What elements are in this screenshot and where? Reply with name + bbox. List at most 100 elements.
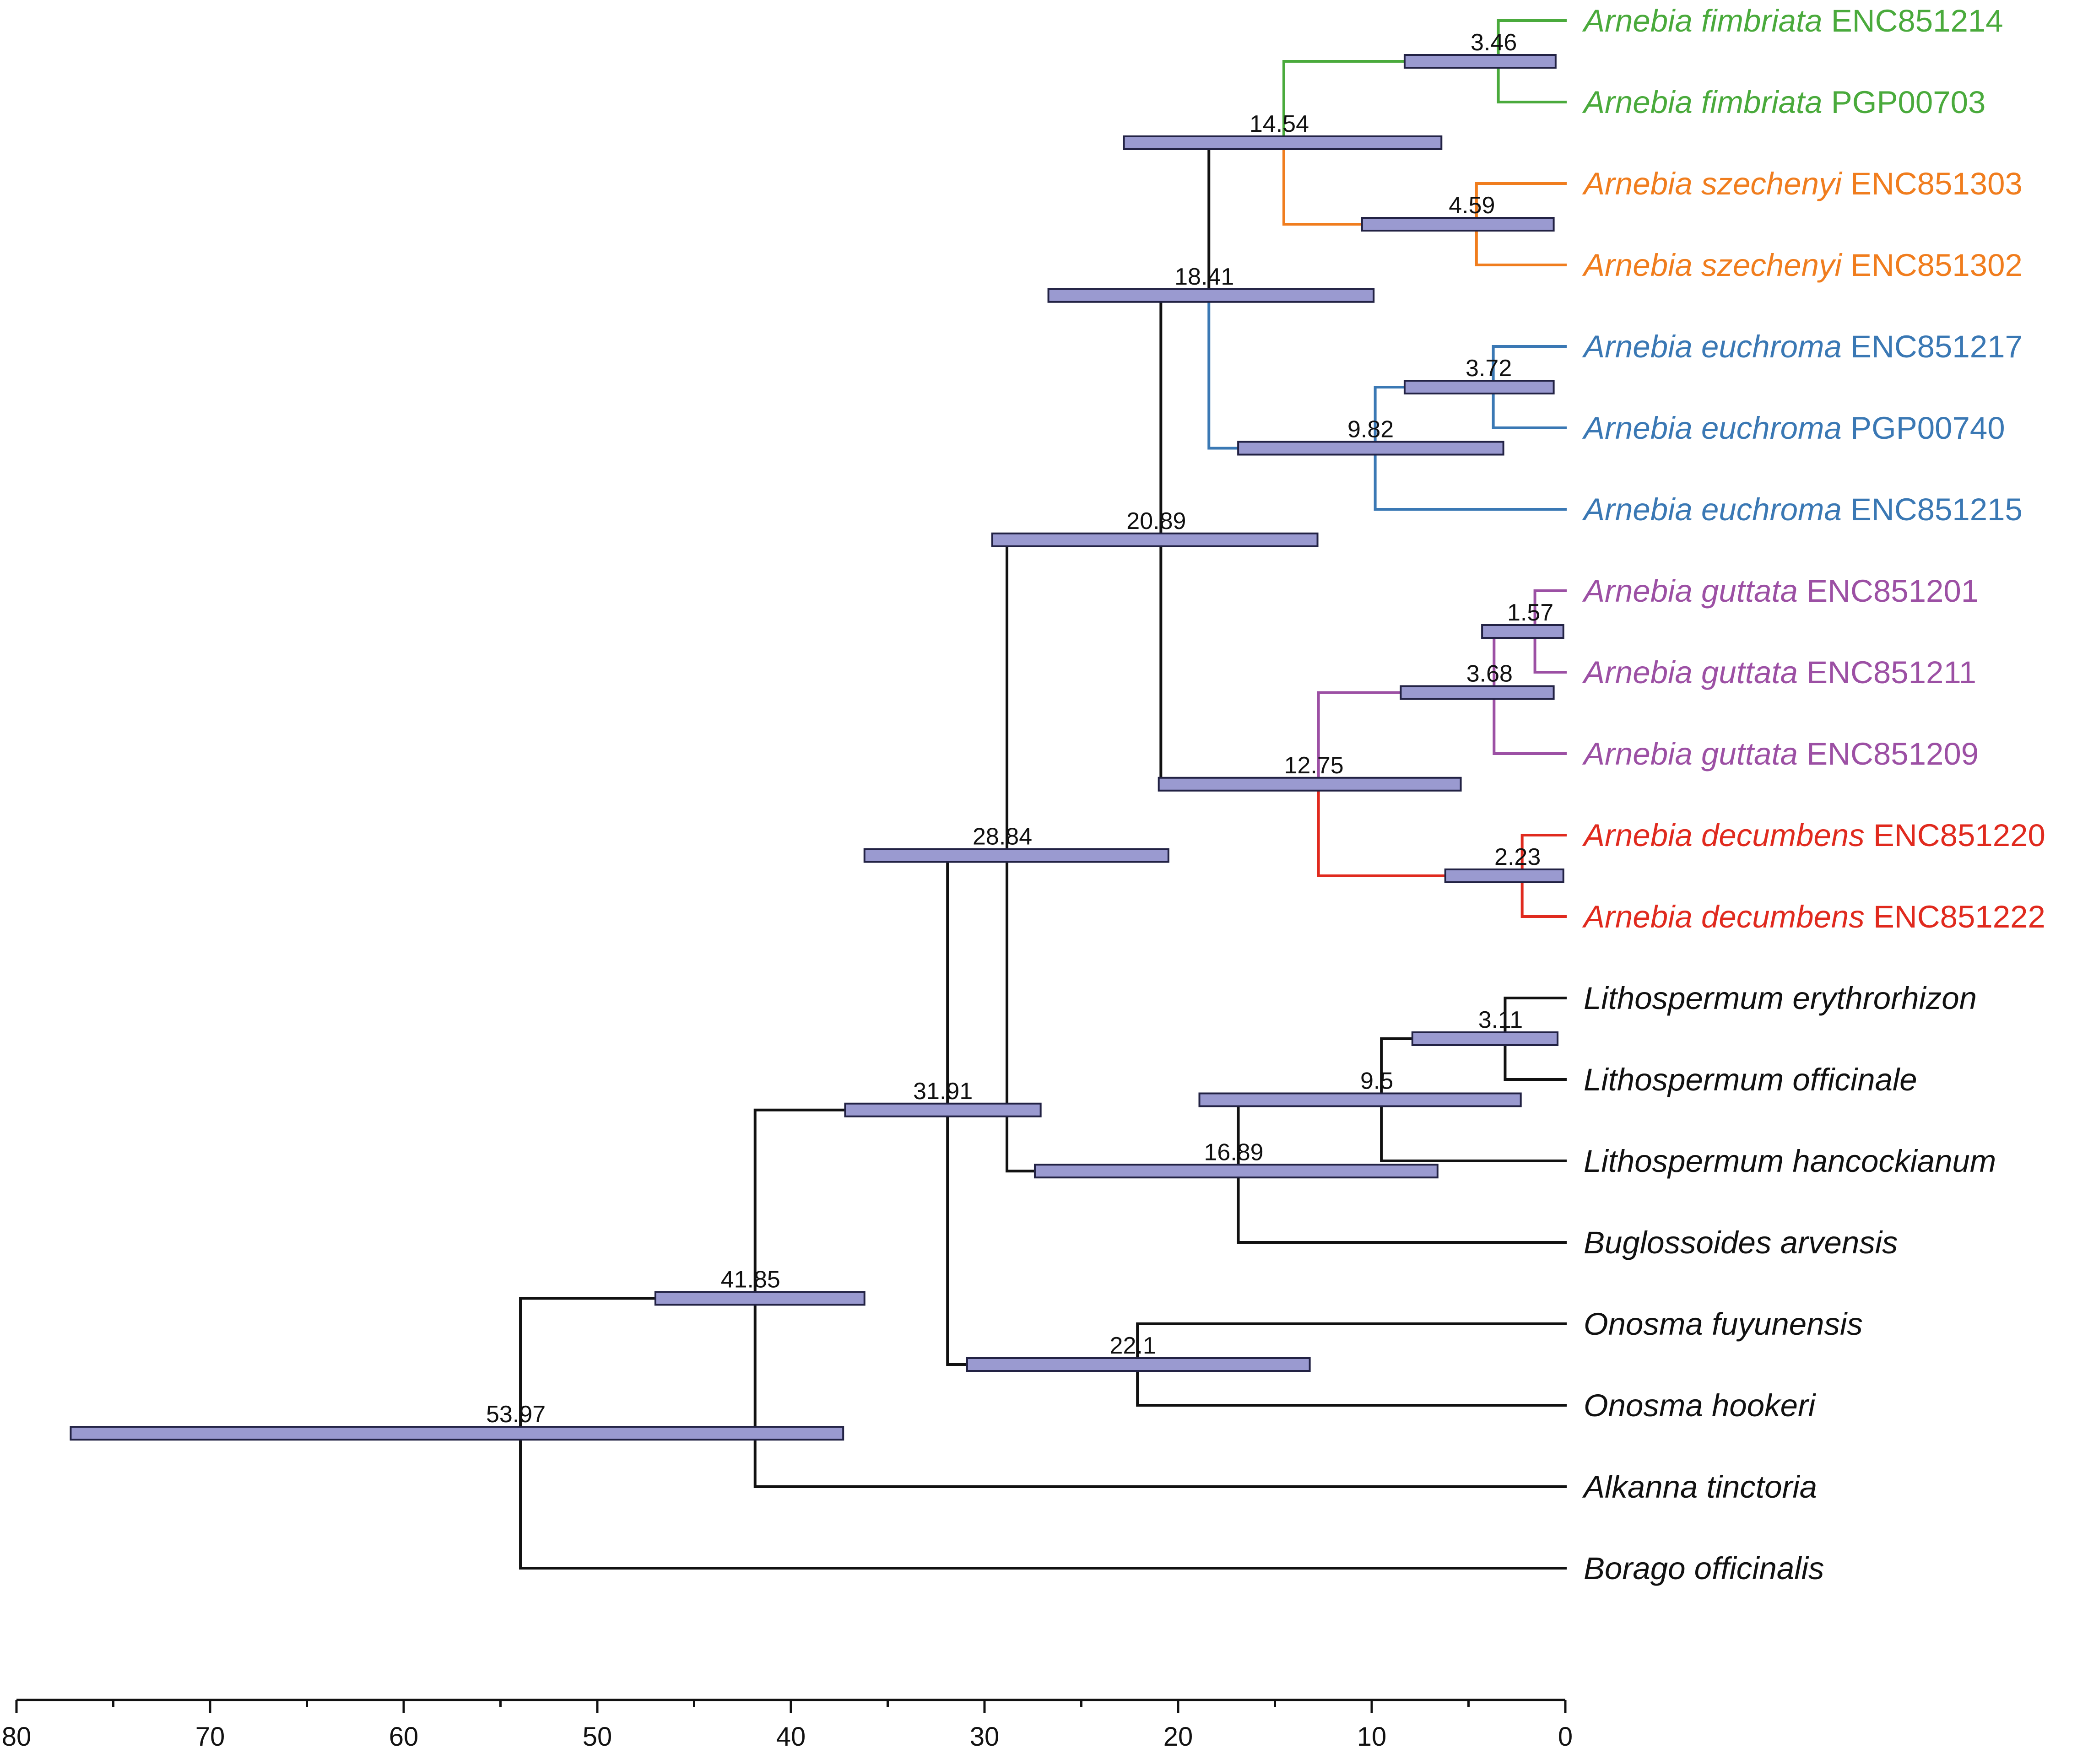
hpd-bar-n_root [70,1426,844,1441]
tip-code: ENC851209 [1798,736,1979,771]
hpd-bar-n3_11 [1411,1031,1559,1046]
tip-species: Arnebia decumbens [1582,818,1865,853]
tip-label-t5: Arnebia euchroma ENC851217 [1582,329,2023,364]
branch-t7 [1374,447,1567,511]
node-age-label-n14: 14.54 [1250,111,1309,137]
tip-code: ENC851302 [1842,248,2023,283]
tip-label-t16: Buglossoides arvensis [1584,1225,1898,1260]
tip-species: Arnebia fimbriata [1582,85,1823,120]
tip-species: Arnebia szechenyi [1582,166,1842,201]
node-age-label-n3_72: 3.72 [1466,355,1512,382]
tip-label-t7: Arnebia euchroma ENC851215 [1582,492,2023,527]
branch-t10 [1493,691,1567,755]
node-age-label-n3_11: 3.11 [1478,1007,1523,1033]
branch-n3_46 [1282,60,1500,144]
axis-tick-label: 30 [970,1722,1000,1752]
branch-t4 [1475,223,1567,266]
tip-label-t14: Lithospermum officinale [1584,1062,1917,1097]
hpd-bar-n20 [991,532,1319,547]
branch-t8 [1533,589,1567,633]
branch-t18 [1136,1363,1567,1407]
tip-species: Borago officinalis [1584,1551,1824,1586]
branch-n28 [946,854,1009,1111]
tip-species: Arnebia fimbriata [1582,3,1823,38]
tip-label-t10: Arnebia guttata ENC851209 [1582,736,1979,771]
time-axis: 80 70 60 50 40 30 20 10 0 [2,1699,1573,1752]
tip-species: Arnebia guttata [1582,736,1798,771]
branch-t15 [1380,1098,1567,1162]
hpd-bar-n22 [966,1357,1311,1372]
hpd-bar-n28 [863,848,1169,863]
tip-species: Buglossoides arvensis [1584,1225,1898,1260]
branch-n20 [1006,538,1163,857]
node-age-label-n28: 28.84 [973,824,1032,850]
tip-label-t20: Borago officinalis [1584,1551,1824,1586]
node-age-label-n9_5: 9.5 [1360,1068,1393,1095]
branch-t16 [1237,1170,1567,1244]
node-age-label-n3_46: 3.46 [1471,29,1517,56]
tip-species: Arnebia guttata [1582,573,1798,609]
hpd-bar-n9_5 [1198,1092,1522,1107]
axis-tick-label: 80 [2,1722,32,1752]
tip-code: ENC851222 [1865,899,2045,934]
tip-code: ENC851211 [1798,655,1976,690]
branch-n31 [753,1108,949,1300]
tip-label-t4: Arnebia szechenyi ENC851302 [1582,248,2023,283]
axis-tick-label: 70 [195,1722,225,1752]
hpd-bar-n1_57 [1481,624,1564,639]
node-age-label-n_root: 53.97 [486,1401,546,1428]
hpd-bar-n3_72 [1403,380,1555,394]
hpd-bar-n31 [844,1102,1042,1117]
tip-label-t18: Onosma hookeri [1584,1388,1816,1423]
branch-n4_59 [1282,141,1478,226]
tip-species: Lithospermum hancockianum [1584,1144,1996,1179]
tip-label-t2: Arnebia fimbriata PGP00703 [1582,85,1985,120]
hpd-bar-n41 [654,1291,865,1306]
branch-n22 [946,1108,1139,1366]
tip-label-t17: Onosma fuyunensis [1584,1306,1863,1342]
hpd-bar-n9 [1237,441,1504,456]
branch-n12 [1159,538,1320,786]
axis-tick-label: 0 [1558,1722,1573,1752]
node-age-label-n3_68: 3.68 [1466,661,1513,687]
axis-tick-label: 60 [389,1722,419,1752]
hpd-bar-n12 [1158,777,1462,792]
hpd-bar-n14 [1123,135,1443,150]
tip-code: ENC851217 [1842,329,2023,364]
tip-code: ENC851303 [1842,166,2023,201]
tip-code: ENC851215 [1842,492,2023,527]
tip-species: Lithospermum erythrorhizon [1584,981,1977,1016]
hpd-bar-n3_68 [1400,685,1555,700]
axis-tick-label: 20 [1163,1722,1193,1752]
tip-species: Arnebia euchroma [1582,410,1842,446]
node-age-label-n22: 22.1 [1110,1332,1156,1359]
branch-n2_23 [1317,782,1524,877]
tip-code: ENC851214 [1823,3,2003,38]
axis-tick-label: 40 [776,1722,806,1752]
tip-species: Alkanna tinctoria [1582,1469,1817,1505]
tip-label-t8: Arnebia guttata ENC851201 [1582,573,1979,609]
node-age-label-n2_23: 2.23 [1494,844,1541,870]
tip-label-t19: Alkanna tinctoria [1582,1469,1817,1505]
node-age-label-n31: 31.91 [913,1078,973,1105]
tip-label-t3: Arnebia szechenyi ENC851303 [1582,166,2023,201]
branch-n41 [519,1297,757,1435]
tip-label-t6: Arnebia euchroma PGP00740 [1582,410,2005,446]
branch-t20 [519,1432,1567,1570]
branch-t9 [1533,630,1567,674]
tip-species: Arnebia decumbens [1582,899,1865,934]
hpd-bars-layer [70,54,1564,1441]
tip-code: ENC851220 [1865,818,2045,853]
tip-label-t13: Lithospermum erythrorhizon [1584,981,1977,1016]
tip-species: Lithospermum officinale [1584,1062,1917,1097]
tip-code: ENC851201 [1798,573,1979,609]
tip-code: PGP00703 [1823,85,1986,120]
branch-n16 [1006,854,1240,1173]
branch-t3 [1475,182,1567,226]
node-age-label-n12: 12.75 [1284,752,1344,779]
node-age-label-n1_57: 1.57 [1507,599,1553,626]
axis-tick-label: 10 [1357,1722,1387,1752]
axis-tick-label: 50 [583,1722,612,1752]
